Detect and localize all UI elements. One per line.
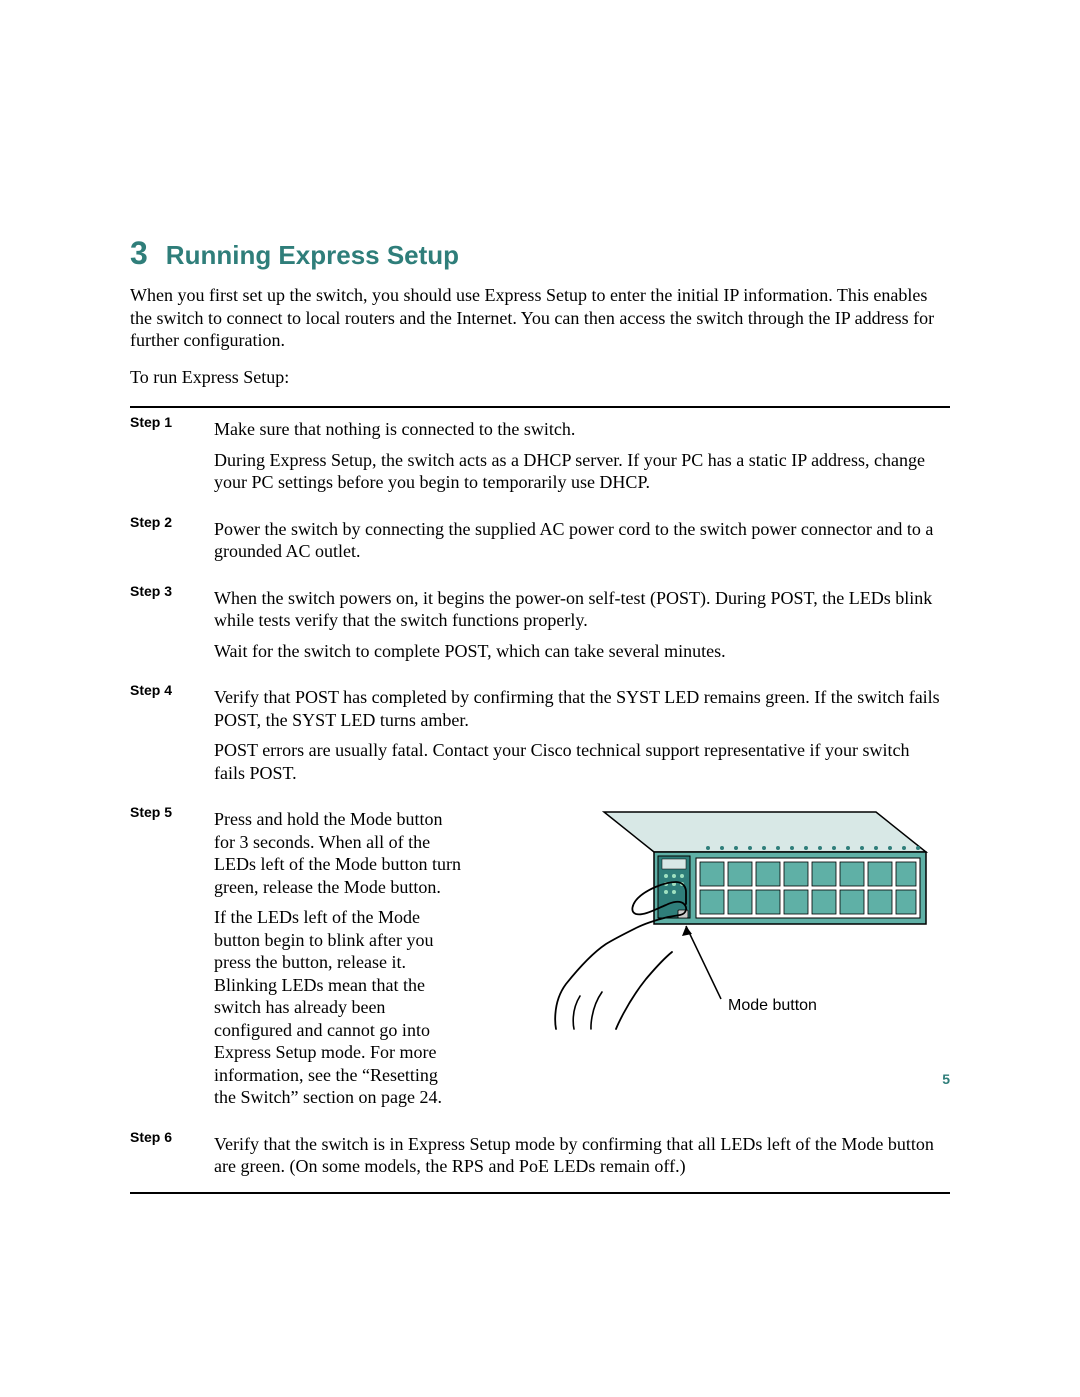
step-label: Step 5 xyxy=(130,798,214,1123)
step-label: Step 1 xyxy=(130,407,214,508)
table-row: Step 3 When the switch powers on, it beg… xyxy=(130,577,950,677)
step-body: Press and hold the Mode button for 3 sec… xyxy=(214,798,950,1123)
step-paragraph: Power the switch by connecting the suppl… xyxy=(214,518,944,563)
step-label: Step 2 xyxy=(130,508,214,577)
step-body: Verify that the switch is in Express Set… xyxy=(214,1123,950,1193)
section-title: Running Express Setup xyxy=(166,240,459,271)
document-page: 3 Running Express Setup When you first s… xyxy=(0,0,1080,1397)
subintro-paragraph: To run Express Setup: xyxy=(130,366,950,389)
step-label: Step 3 xyxy=(130,577,214,677)
step-body: Make sure that nothing is connected to t… xyxy=(214,407,950,508)
table-row: Step 2 Power the switch by connecting th… xyxy=(130,508,950,577)
section-number: 3 xyxy=(130,235,148,272)
step-paragraph: When the switch powers on, it begins the… xyxy=(214,587,944,632)
step-paragraph: POST errors are usually fatal. Contact y… xyxy=(214,739,944,784)
table-row: Step 4 Verify that POST has completed by… xyxy=(130,676,950,798)
table-row: Step 5 Press and hold the Mode button fo… xyxy=(130,798,950,1123)
step-paragraph: Verify that POST has completed by confir… xyxy=(214,686,944,731)
step-paragraph: Wait for the switch to complete POST, wh… xyxy=(214,640,944,663)
step5-text: Press and hold the Mode button for 3 sec… xyxy=(214,804,464,1117)
step-paragraph: Make sure that nothing is connected to t… xyxy=(214,418,944,441)
page-number: 5 xyxy=(942,1071,950,1087)
intro-paragraph: When you first set up the switch, you sh… xyxy=(130,284,950,352)
table-row: Step 6 Verify that the switch is in Expr… xyxy=(130,1123,950,1193)
step-paragraph: Verify that the switch is in Express Set… xyxy=(214,1133,944,1178)
step-paragraph: During Express Setup, the switch acts as… xyxy=(214,449,944,494)
section-header: 3 Running Express Setup xyxy=(130,235,950,272)
step-body: Power the switch by connecting the suppl… xyxy=(214,508,950,577)
step-body: When the switch powers on, it begins the… xyxy=(214,577,950,677)
step-body: Verify that POST has completed by confir… xyxy=(214,676,950,798)
step-label: Step 6 xyxy=(130,1123,214,1193)
step-paragraph: Press and hold the Mode button for 3 sec… xyxy=(214,808,464,898)
step-label: Step 4 xyxy=(130,676,214,798)
switch-illustration: Mode button xyxy=(482,804,950,1034)
step-paragraph: If the LEDs left of the Mode button begi… xyxy=(214,906,464,1109)
figure-caption: Mode button xyxy=(728,997,817,1014)
steps-table: Step 1 Make sure that nothing is connect… xyxy=(130,406,950,1194)
table-row: Step 1 Make sure that nothing is connect… xyxy=(130,407,950,508)
